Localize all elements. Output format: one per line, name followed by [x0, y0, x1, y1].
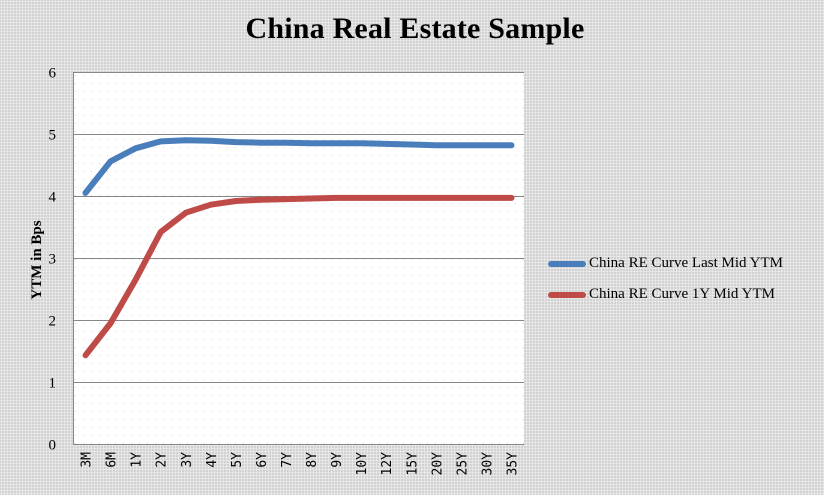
- legend: China RE Curve Last Mid YTM China RE Cur…: [548, 248, 783, 310]
- legend-label-last: China RE Curve Last Mid YTM: [589, 255, 784, 271]
- chart-title: China Real Estate Sample: [245, 12, 585, 45]
- y-axis-label: YTM in Bps: [29, 220, 45, 299]
- x-tick-label: 10Y: [355, 452, 370, 476]
- x-tick-label: 3M: [80, 452, 95, 468]
- x-tick-label: 5Y: [230, 452, 245, 468]
- x-tick-label: 30Y: [480, 452, 495, 476]
- x-tick-label: 6Y: [255, 452, 270, 468]
- y-tick-label: 5: [49, 128, 57, 144]
- x-tick-label: 6M: [105, 452, 120, 468]
- x-tick-label: 4Y: [205, 452, 220, 468]
- y-tick-label: 3: [49, 252, 57, 268]
- x-tick-label: 15Y: [405, 452, 420, 476]
- x-tick-label: 12Y: [380, 452, 395, 476]
- x-tick-label: 3Y: [180, 452, 195, 468]
- series-line-1: [82, 194, 515, 359]
- legend-item-last: China RE Curve Last Mid YTM: [548, 248, 783, 279]
- x-tick-label: 20Y: [430, 452, 445, 476]
- legend-item-1y: China RE Curve 1Y Mid YTM: [548, 279, 783, 310]
- legend-swatch-last: [548, 260, 586, 267]
- y-tick-label: 6: [49, 66, 57, 82]
- legend-label-1y: China RE Curve 1Y Mid YTM: [589, 286, 775, 302]
- x-axis-ticks: 3M 6M 1Y 2Y 3Y 4Y 5Y 6Y 7Y 8Y 9Y 10Y 12Y 15Y 20Y 25Y 30Y…: [80, 452, 521, 476]
- y-tick-label: 1: [49, 376, 57, 392]
- x-tick-label: 1Y: [130, 452, 145, 468]
- x-tick-label: 7Y: [280, 452, 295, 468]
- x-tick-label: 2Y: [155, 452, 170, 468]
- y-axis-ticks: 0 1 2 3 4 5 6: [49, 66, 57, 454]
- series-lines: [82, 137, 515, 359]
- y-tick-label: 2: [49, 314, 57, 330]
- y-tick-label: 0: [49, 438, 57, 454]
- x-tick-label: 8Y: [305, 452, 320, 468]
- x-tick-label: 9Y: [330, 452, 345, 468]
- x-tick-label: 35Y: [505, 452, 520, 476]
- series-line-0: [82, 137, 515, 196]
- y-tick-label: 4: [49, 190, 57, 206]
- legend-swatch-1y: [548, 291, 586, 298]
- x-tick-label: 25Y: [455, 452, 470, 476]
